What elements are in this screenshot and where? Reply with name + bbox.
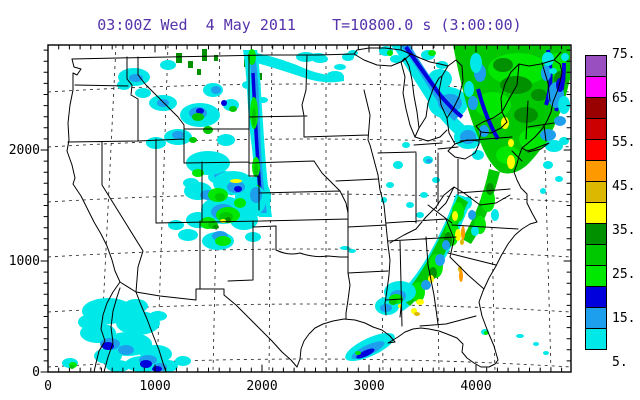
great-lakes (353, 47, 508, 160)
colorbar-cell (585, 328, 607, 350)
colorbar-label: 15. (612, 310, 636, 326)
colorbar-cell (585, 202, 607, 224)
colorbar-label: 45. (612, 178, 636, 194)
axis-tick-labels: 0 1000 2000 3000 4000 0 1000 2000 (9, 143, 492, 394)
colorbar-cell (585, 265, 607, 287)
y-tick-label: 0 (32, 365, 40, 380)
x-tick-label: 1000 (139, 379, 170, 394)
x-tick-label: 3000 (353, 379, 384, 394)
colorbar-label: 65. (612, 90, 636, 106)
colorbar-label: 25. (612, 266, 636, 282)
x-tick-label: 4000 (460, 379, 491, 394)
colorbar (585, 55, 607, 363)
colorbar-label: 75. (612, 46, 636, 62)
colorbar-cell (585, 244, 607, 266)
axis-ticks (40, 44, 572, 373)
colorbar-label: 5. (612, 354, 628, 370)
colorbar-cell (585, 223, 607, 245)
x-tick-label: 0 (44, 379, 52, 394)
precip-field (62, 45, 570, 372)
colorbar-cell (585, 160, 607, 182)
colorbar-cell (585, 97, 607, 119)
colorbar-cell (585, 307, 607, 329)
state-borders (67, 54, 555, 327)
plot-title: 03:00Z Wed 4 May 2011 T=10800.0 s (3:00:… (97, 16, 522, 34)
colorbar-cell (585, 286, 607, 308)
colorbar-label: 35. (612, 222, 636, 238)
y-tick-label: 1000 (9, 254, 40, 269)
colorbar-cell (585, 55, 607, 77)
coastline (66, 51, 563, 372)
y-tick-label: 2000 (9, 143, 40, 158)
x-tick-label: 2000 (246, 379, 277, 394)
colorbar-label: 55. (612, 134, 636, 150)
colorbar-cell (585, 139, 607, 161)
plot-frame (47, 44, 572, 373)
colorbar-cell (585, 118, 607, 140)
colorbar-cell (585, 76, 607, 98)
colorbar-cell (585, 181, 607, 203)
